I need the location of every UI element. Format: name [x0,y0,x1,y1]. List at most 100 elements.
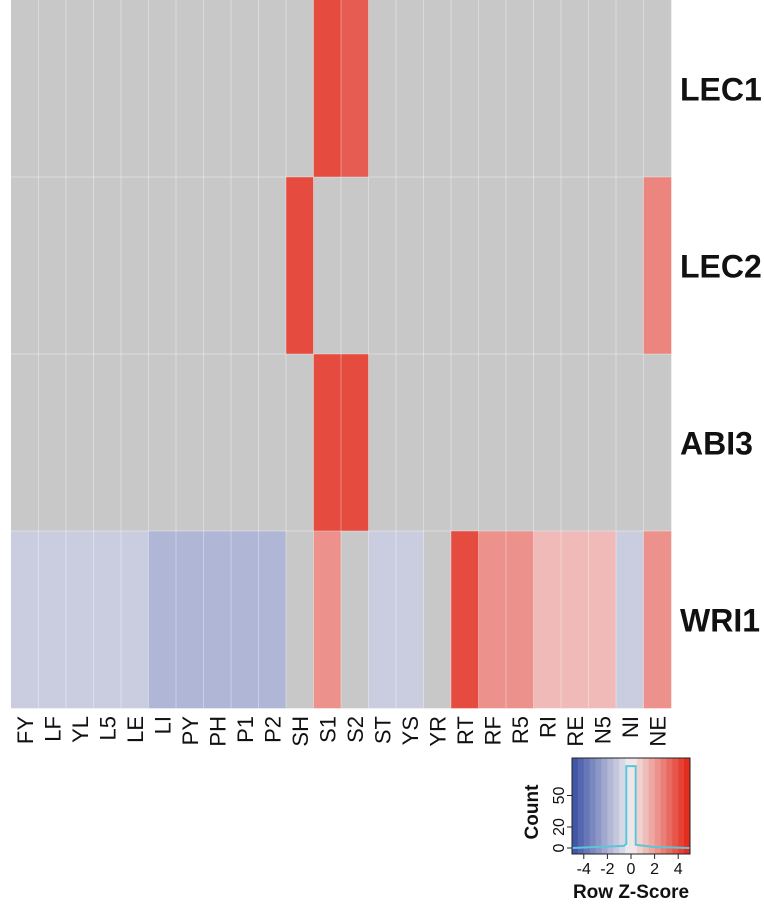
color-key-bin [607,758,614,854]
heatmap-cell [66,354,94,532]
heatmap-cell [286,531,314,709]
row-label: WRI1 [680,603,760,639]
color-key-bin [654,758,661,854]
heatmap-cell [313,531,342,709]
heatmap-cell [203,0,232,178]
column-label: LF [40,716,65,742]
color-key-histogram [571,765,691,849]
color-key-bin [678,758,685,854]
heatmap-cell [616,354,644,532]
heatmap-cell [643,177,672,355]
color-key-bin [583,758,591,854]
color-key-y-ticks: 0 20 50 [551,787,572,852]
column-label: RT [453,716,478,745]
heatmap-cell [176,177,204,355]
color-key-bin [631,758,638,854]
heatmap-cell [451,177,479,355]
heatmap-cell [533,531,562,709]
column-label: YL [68,716,93,743]
color-key-bin [642,758,650,854]
color-key-bin [625,758,632,854]
heatmap-cell [533,0,562,178]
heatmap-cell [11,0,39,178]
heatmap-cell [258,177,287,355]
heatmap-cell [643,531,672,709]
column-label: NI [618,716,643,738]
heatmap-cell [121,177,149,355]
heatmap-cell [616,0,644,178]
heatmap-cell [93,0,122,178]
heatmap-cell [203,531,232,709]
column-label: LI [150,716,175,734]
heatmap-cell [341,177,369,355]
heatmap-cell [341,531,369,709]
heatmap-cell [93,177,122,355]
color-key-x-tick-label: 2 [650,861,659,878]
heatmap-cell [506,0,534,178]
heatmap-cell [423,177,452,355]
heatmap-cell [588,531,617,709]
heatmap-cell [38,0,67,178]
heatmap-cell [286,177,314,355]
heatmap-cell [203,177,232,355]
heatmap-cell [533,177,562,355]
heatmap-cell [341,354,369,532]
heatmap-cell [643,0,672,178]
heatmap-cell [396,177,424,355]
heatmap-cell [38,354,67,532]
color-key-gradient [572,758,691,854]
column-label: RF [480,716,505,745]
row-label: ABI3 [680,426,753,462]
heatmap-cell [478,0,507,178]
column-label: NE [645,716,670,747]
color-key-bin [636,758,644,854]
heatmap-cell [93,531,122,709]
heatmap-cell [478,177,507,355]
color-key-x-tick-label: -4 [577,861,591,878]
column-label: YS [398,716,423,745]
heatmap-cell [368,354,397,532]
column-label: PY [178,716,203,746]
row-labels: LEC1 LEC2 ABI3 WRI1 [680,72,762,639]
heatmap-cell [506,531,534,709]
column-label: R5 [508,716,533,744]
color-key-y-tick-label: 50 [551,787,568,805]
heatmap-cell [148,354,177,532]
color-key-bin [684,758,691,854]
heatmap-cell [258,531,287,709]
column-labels: FY LF YL L5 LE LI PY PH P1 P2 SH S1 S2 ST YS YR RT RF R5 RI… [13,716,671,747]
heatmap-cell [93,354,122,532]
heatmap-cell [451,354,479,532]
column-label: L5 [95,716,120,740]
heatmap-cell [286,354,314,532]
color-key-bin [577,758,585,854]
heatmap-cell [396,531,424,709]
heatmap-grid [11,0,672,709]
color-key-bin [601,758,608,854]
column-label: FY [13,716,38,744]
heatmap-cell [176,531,204,709]
heatmap-cell [451,531,479,709]
row-label: LEC2 [680,249,762,285]
color-key-bin [595,758,602,854]
heatmap-cell [258,0,287,178]
color-key-bin [660,758,667,854]
heatmap-cell [66,531,94,709]
heatmap-cell [148,0,177,178]
heatmap-cell [258,354,287,532]
heatmap-cell [11,354,39,532]
heatmap-cell [616,177,644,355]
heatmap-cell [176,0,204,178]
heatmap-cell [588,354,617,532]
heatmap-cell [231,0,259,178]
heatmap-cell [313,177,342,355]
color-key-x-tick-label: 4 [674,861,683,878]
heatmap-cell [396,354,424,532]
heatmap-cell [38,177,67,355]
heatmap-cell [561,531,589,709]
heatmap-cell [451,0,479,178]
heatmap-cell [506,354,534,532]
heatmap-cell [396,0,424,178]
column-label: S2 [343,716,368,743]
